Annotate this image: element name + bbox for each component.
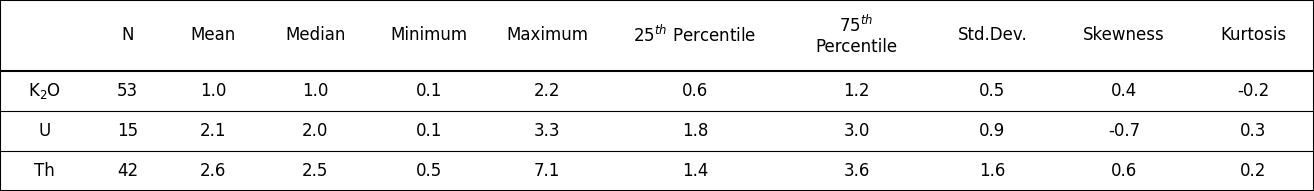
Text: 0.1: 0.1 xyxy=(417,82,443,100)
Text: -0.2: -0.2 xyxy=(1238,82,1269,100)
Text: Th: Th xyxy=(34,162,55,180)
Text: Minimum: Minimum xyxy=(390,26,468,44)
Text: 0.4: 0.4 xyxy=(1110,82,1137,100)
Text: 0.1: 0.1 xyxy=(417,122,443,140)
Text: Median: Median xyxy=(285,26,346,44)
Text: 2.0: 2.0 xyxy=(302,122,328,140)
Text: 2.2: 2.2 xyxy=(533,82,560,100)
Text: 75$^{th}$
Percentile: 75$^{th}$ Percentile xyxy=(816,14,897,56)
Text: 53: 53 xyxy=(117,82,138,100)
Text: 0.6: 0.6 xyxy=(1110,162,1137,180)
Text: U: U xyxy=(38,122,50,140)
Text: N: N xyxy=(121,26,134,44)
Text: 3.0: 3.0 xyxy=(844,122,870,140)
Text: 0.9: 0.9 xyxy=(979,122,1005,140)
Text: 3.3: 3.3 xyxy=(533,122,560,140)
Text: 7.1: 7.1 xyxy=(533,162,560,180)
Text: 2.1: 2.1 xyxy=(200,122,226,140)
Text: Std.Dev.: Std.Dev. xyxy=(958,26,1028,44)
Text: 1.0: 1.0 xyxy=(302,82,328,100)
Text: 2.6: 2.6 xyxy=(200,162,226,180)
Text: 42: 42 xyxy=(117,162,138,180)
Text: K$_2$O: K$_2$O xyxy=(28,81,60,101)
Text: Skewness: Skewness xyxy=(1083,26,1166,44)
Text: 0.5: 0.5 xyxy=(979,82,1005,100)
Text: 1.2: 1.2 xyxy=(844,82,870,100)
Text: 3.6: 3.6 xyxy=(844,162,870,180)
Text: 1.4: 1.4 xyxy=(682,162,708,180)
Text: 25$^{th}$ Percentile: 25$^{th}$ Percentile xyxy=(633,25,757,46)
Text: 1.0: 1.0 xyxy=(200,82,226,100)
Text: 1.8: 1.8 xyxy=(682,122,708,140)
Text: 0.5: 0.5 xyxy=(417,162,443,180)
Text: Maximum: Maximum xyxy=(506,26,589,44)
Text: 0.3: 0.3 xyxy=(1240,122,1267,140)
Text: 0.2: 0.2 xyxy=(1240,162,1267,180)
Text: -0.7: -0.7 xyxy=(1108,122,1141,140)
Text: Mean: Mean xyxy=(191,26,237,44)
Text: 15: 15 xyxy=(117,122,138,140)
Text: 2.5: 2.5 xyxy=(302,162,328,180)
Text: 0.6: 0.6 xyxy=(682,82,708,100)
Text: 1.6: 1.6 xyxy=(979,162,1005,180)
Text: Kurtosis: Kurtosis xyxy=(1221,26,1286,44)
